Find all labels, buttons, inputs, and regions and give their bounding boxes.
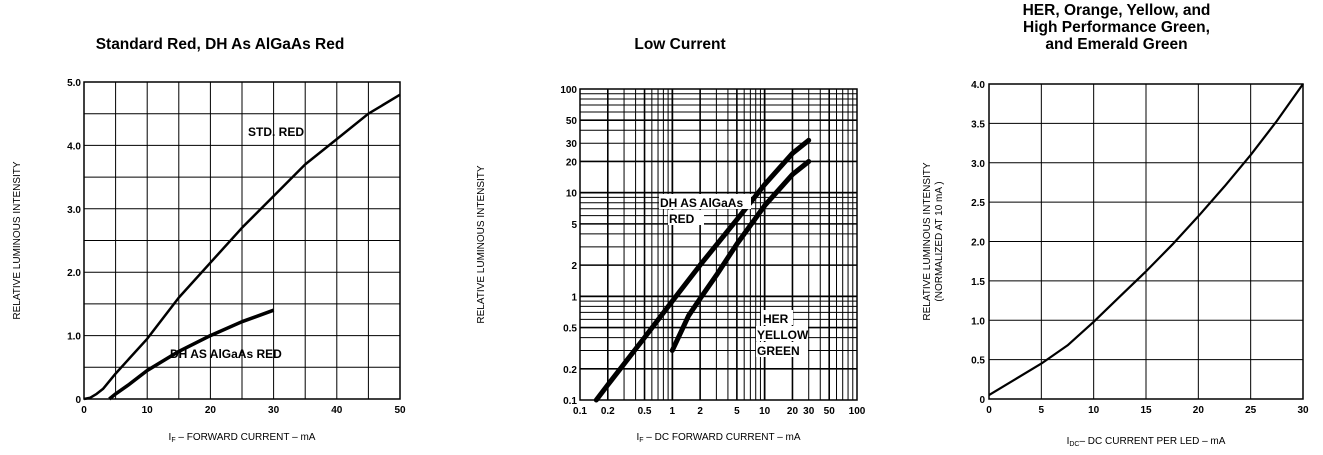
chart-2-series-line-2 bbox=[669, 159, 812, 353]
chart-1-x-axis-label-main: I bbox=[169, 432, 172, 443]
chart-2-y-tick-label: 1 bbox=[571, 292, 577, 303]
chart-3-x-axis-label: IDC– DC CURRENT PER LED – mA bbox=[1067, 436, 1226, 448]
chart-3-y-tick-label: 0 bbox=[979, 395, 985, 406]
chart-2-x-tick-label: 2 bbox=[697, 406, 703, 417]
chart-3-svg: 0 5 10 15 20 25 30 0 0.5 1.0 1.5 2.0 2.5 3.0 3.5 4.0 REL… bbox=[922, 80, 1309, 448]
chart-1-series-line-2 bbox=[108, 308, 275, 401]
chart-2-annotation-2-bg-3 bbox=[756, 342, 808, 357]
chart-1-frame bbox=[83, 81, 401, 400]
chart-3-x-tick-label: 15 bbox=[1140, 405, 1152, 416]
chart-3-x-tick-label: 25 bbox=[1245, 405, 1257, 416]
chart-1-series-label-dh-red: DH AS AlGaAs RED bbox=[170, 347, 282, 361]
chart-1-y-tick-label: 3.0 bbox=[67, 205, 81, 216]
chart-2-y-tick-label: 30 bbox=[566, 139, 578, 150]
chart-3-y-tick-label: 0.5 bbox=[971, 356, 985, 367]
chart-3-x-tick-label: 0 bbox=[986, 405, 992, 416]
chart-1-title: Standard Red, DH As AlGaAs Red bbox=[95, 36, 345, 53]
chart-3-y-tick-label: 3.0 bbox=[971, 159, 985, 170]
chart-2-x-axis-label-rest: – DC FORWARD CURRENT – mA bbox=[644, 432, 801, 443]
chart-2-annotation-dh-line-2: RED bbox=[669, 212, 695, 226]
chart-3-series-line-1 bbox=[988, 83, 1304, 397]
chart-2-y-tick-label: 50 bbox=[566, 116, 578, 127]
chart-2-annotation-dh-line-1: DH AS AlGaAs bbox=[660, 196, 743, 210]
chart-1-y-tick-label: 2.0 bbox=[67, 268, 81, 279]
chart-2-x-tick-label: 5 bbox=[734, 406, 740, 417]
chart-2-x-tick-label: 50 bbox=[824, 406, 836, 417]
chart-2-annotation-2-bg-2 bbox=[756, 326, 808, 341]
chart-1-series-line-1 bbox=[83, 93, 401, 401]
chart-2-annotation-her-line-1: HER bbox=[763, 312, 789, 326]
chart-1-y-axis-label: RELATIVE LUMINOUS INTENSITY bbox=[12, 161, 23, 320]
chart-1-x-axis-label: IF – FORWARD CURRENT – mA bbox=[169, 432, 316, 444]
chart-2-title: Low Current bbox=[634, 36, 726, 53]
chart-1-y-tick-label: 5.0 bbox=[67, 78, 81, 89]
chart-2-y-tick-label: 0.5 bbox=[563, 324, 577, 335]
chart-1-x-tick-label: 0 bbox=[81, 405, 87, 416]
chart-2-x-tick-label: 0.1 bbox=[573, 406, 587, 417]
chart-1-svg: 0 10 20 30 40 50 0 1.0 2.0 3.0 4.0 5.0 STD. RED DH AS… bbox=[12, 78, 406, 444]
chart-1-y-tick-label: 1.0 bbox=[67, 332, 81, 343]
chart-1-x-tick-label: 40 bbox=[331, 405, 343, 416]
chart-3-y-axis-label-2: (NORMALIZED AT 10 mA ) bbox=[934, 181, 945, 301]
chart-2-annotation-2-bg-1 bbox=[761, 310, 793, 325]
chart-3-x-axis-label-subscript: DC bbox=[1069, 441, 1079, 448]
chart-3-x-tick-label: 20 bbox=[1193, 405, 1205, 416]
chart-3-x-axis-label-rest: – DC CURRENT PER LED – mA bbox=[1079, 436, 1225, 447]
chart-2-svg: 0.1 0.2 0.5 1 2 5 10 20 30 50 100 0.1 0.2 0.5 1 2 5 10 20 3… bbox=[476, 85, 866, 444]
chart-1-x-tick-label: 50 bbox=[394, 405, 406, 416]
chart-3-x-tick-label: 5 bbox=[1039, 405, 1045, 416]
chart-3-y-tick-label: 3.5 bbox=[971, 119, 985, 130]
chart-1-x-tick-label: 30 bbox=[268, 405, 280, 416]
chart-2-y-tick-label: 100 bbox=[560, 85, 577, 96]
chart-3-y-tick-label: 1.0 bbox=[971, 316, 985, 327]
chart-2-x-tick-label: 1 bbox=[670, 406, 676, 417]
chart-1-series-label-std-red: STD. RED bbox=[248, 125, 304, 139]
chart-3-y-axis-label: RELATIVE LUMINOUS INTENSITY bbox=[922, 162, 933, 321]
chart-3-y-tick-label: 2.5 bbox=[971, 198, 985, 209]
chart-2-x-tick-label: 30 bbox=[803, 406, 815, 417]
chart-2-x-tick-label: 0.5 bbox=[638, 406, 652, 417]
chart-2-x-tick-label: 0.2 bbox=[601, 406, 615, 417]
chart-1-x-axis-label-rest: – FORWARD CURRENT – mA bbox=[176, 432, 316, 443]
chart-2-x-tick-label: 10 bbox=[759, 406, 771, 417]
chart-2-y-tick-label: 2 bbox=[571, 261, 577, 272]
chart-3-title-line-2: High Performance Green, bbox=[1023, 19, 1210, 36]
chart-panel-2: Low Current 0.1 0.2 0.5 1 2 5 10 20 30 50 100 0.1 0.… bbox=[460, 0, 900, 455]
chart-3-frame bbox=[988, 83, 1304, 400]
chart-2-y-tick-label: 10 bbox=[566, 189, 578, 200]
chart-2-x-tick-label: 20 bbox=[787, 406, 799, 417]
chart-2-y-tick-label: 0.1 bbox=[563, 396, 577, 407]
chart-3-title-line-1: HER, Orange, Yellow, and bbox=[1022, 2, 1211, 19]
chart-2-annotation-1-bg-2 bbox=[668, 210, 704, 225]
chart-3-x-axis-label-main: I bbox=[1067, 436, 1070, 447]
chart-3-y-tick-label: 1.5 bbox=[971, 277, 985, 288]
chart-1-y-tick-label: 4.0 bbox=[67, 141, 81, 152]
chart-2-frame bbox=[579, 88, 858, 401]
chart-2-y-axis-label: RELATIVE LUMINOUS INTENSITY bbox=[476, 165, 487, 324]
chart-3-y-tick-label: 2.0 bbox=[971, 238, 985, 249]
chart-2-annotation-her-line-3: GREEN bbox=[757, 344, 800, 358]
chart-1-y-tick-label: 0 bbox=[75, 395, 81, 406]
chart-2-annotation-1-bg-1 bbox=[659, 194, 751, 209]
chart-panel-1: Standard Red, DH As AlGaAs Red 0 10 20 30 40… bbox=[0, 0, 440, 455]
chart-2-y-tick-label: 20 bbox=[566, 157, 578, 168]
chart-2-series-line-1 bbox=[593, 137, 812, 403]
chart-3-x-tick-label: 30 bbox=[1297, 405, 1309, 416]
chart-2-x-axis-label: IF – DC FORWARD CURRENT – mA bbox=[636, 432, 800, 444]
chart-2-x-tick-label: 100 bbox=[849, 406, 866, 417]
chart-3-y-tick-label: 4.0 bbox=[971, 80, 985, 91]
chart-2-x-axis-label-main: I bbox=[636, 432, 639, 443]
chart-3-x-tick-label: 10 bbox=[1088, 405, 1100, 416]
chart-2-y-tick-label: 5 bbox=[571, 220, 577, 231]
chart-1-x-axis-label-subscript: F bbox=[171, 437, 175, 444]
chart-1-x-tick-label: 20 bbox=[205, 405, 217, 416]
chart-2-annotation-her-line-2: YELLOW bbox=[757, 328, 809, 342]
chart-3-title-line-3: and Emerald Green bbox=[1045, 36, 1188, 53]
chart-panel-3: HER, Orange, Yellow, and High Performanc… bbox=[910, 0, 1323, 455]
chart-1-x-tick-label: 10 bbox=[142, 405, 154, 416]
chart-2-x-axis-label-subscript: F bbox=[639, 437, 643, 444]
chart-2-y-tick-label: 0.2 bbox=[563, 365, 577, 376]
